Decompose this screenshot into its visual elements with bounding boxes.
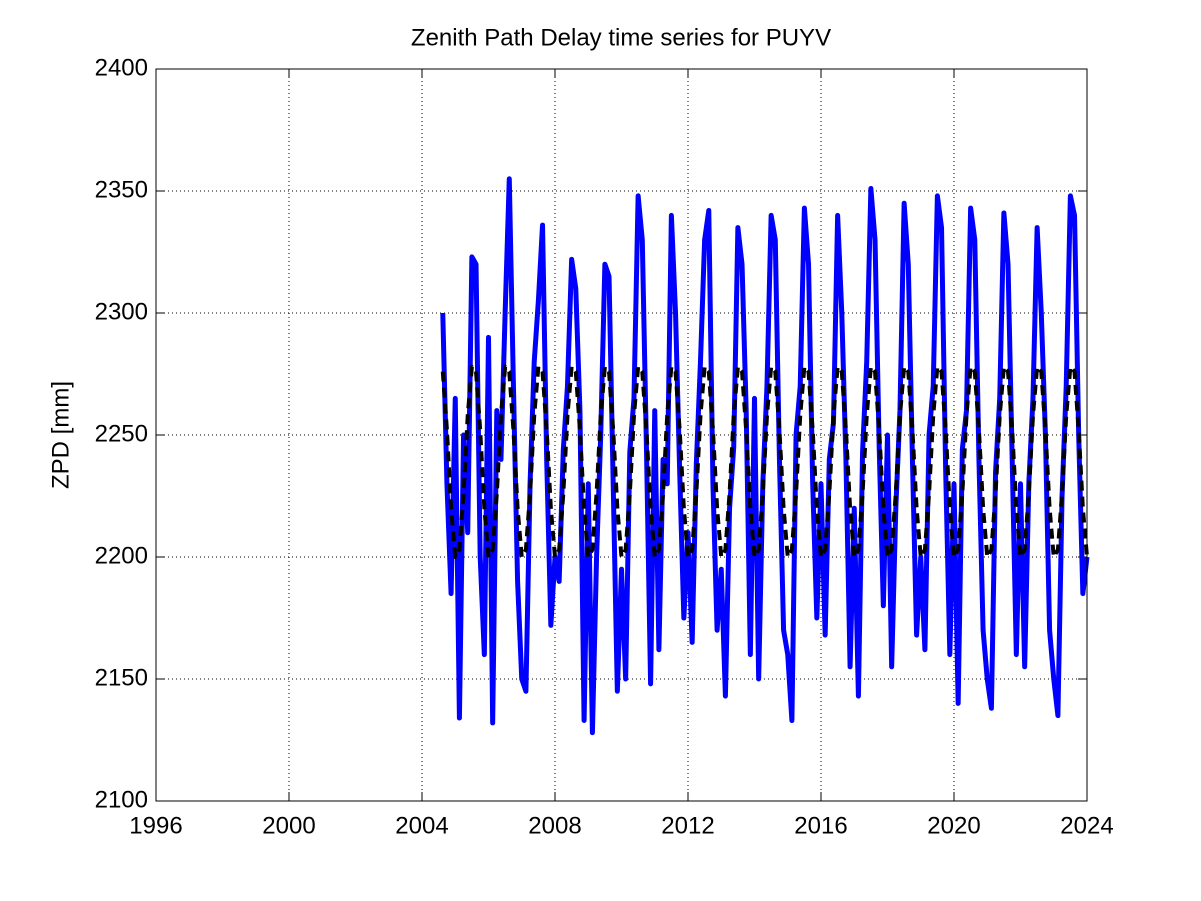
y-tick-label: 2300 xyxy=(95,298,148,325)
y-tick-label: 2250 xyxy=(95,420,148,447)
x-tick-label: 2016 xyxy=(794,812,847,839)
x-tick-label: 2012 xyxy=(661,812,714,839)
x-tick-label: 2008 xyxy=(528,812,581,839)
chart-title: Zenith Path Delay time series for PUYV xyxy=(411,24,831,51)
x-tick-label: 2000 xyxy=(262,812,315,839)
data-line xyxy=(440,364,1089,559)
plot-frame xyxy=(155,68,1088,802)
x-tick-label: 2024 xyxy=(1060,812,1113,839)
y-tick-label: 2100 xyxy=(95,786,148,813)
y-axis-label: ZPD [mm] xyxy=(47,381,74,489)
x-tick-label: 2004 xyxy=(395,812,448,839)
y-tick-label: 2150 xyxy=(95,664,148,691)
x-tick-label: 1996 xyxy=(129,812,182,839)
y-tick-label: 2350 xyxy=(95,176,148,203)
x-tick-label: 2020 xyxy=(927,812,980,839)
y-tick-label: 2400 xyxy=(95,54,148,81)
y-tick-label: 2200 xyxy=(95,542,148,569)
